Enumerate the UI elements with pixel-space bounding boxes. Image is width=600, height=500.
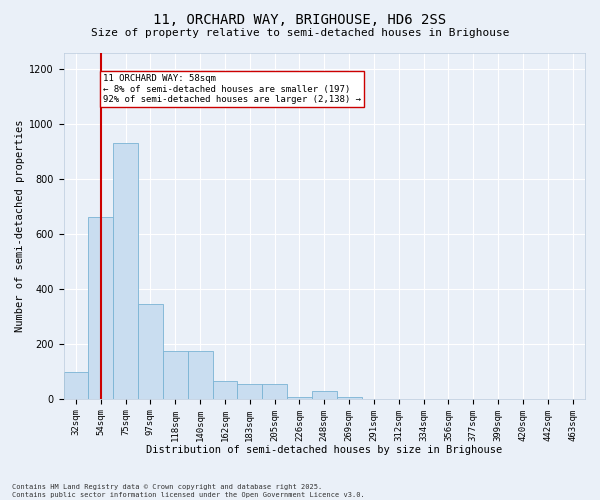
Bar — [337, 398, 362, 399]
Bar — [113, 143, 138, 399]
Bar — [138, 304, 163, 399]
Bar — [312, 390, 337, 399]
Y-axis label: Number of semi-detached properties: Number of semi-detached properties — [15, 120, 25, 332]
Bar — [262, 384, 287, 399]
Bar — [238, 384, 262, 399]
Bar — [88, 218, 113, 399]
Bar — [188, 351, 212, 399]
Bar — [163, 351, 188, 399]
X-axis label: Distribution of semi-detached houses by size in Brighouse: Distribution of semi-detached houses by … — [146, 445, 502, 455]
Text: Contains HM Land Registry data © Crown copyright and database right 2025.
Contai: Contains HM Land Registry data © Crown c… — [12, 484, 365, 498]
Bar — [212, 381, 238, 399]
Bar — [64, 372, 88, 399]
Text: 11 ORCHARD WAY: 58sqm
← 8% of semi-detached houses are smaller (197)
92% of semi: 11 ORCHARD WAY: 58sqm ← 8% of semi-detac… — [103, 74, 361, 104]
Text: Size of property relative to semi-detached houses in Brighouse: Size of property relative to semi-detach… — [91, 28, 509, 38]
Bar — [287, 398, 312, 399]
Text: 11, ORCHARD WAY, BRIGHOUSE, HD6 2SS: 11, ORCHARD WAY, BRIGHOUSE, HD6 2SS — [154, 12, 446, 26]
